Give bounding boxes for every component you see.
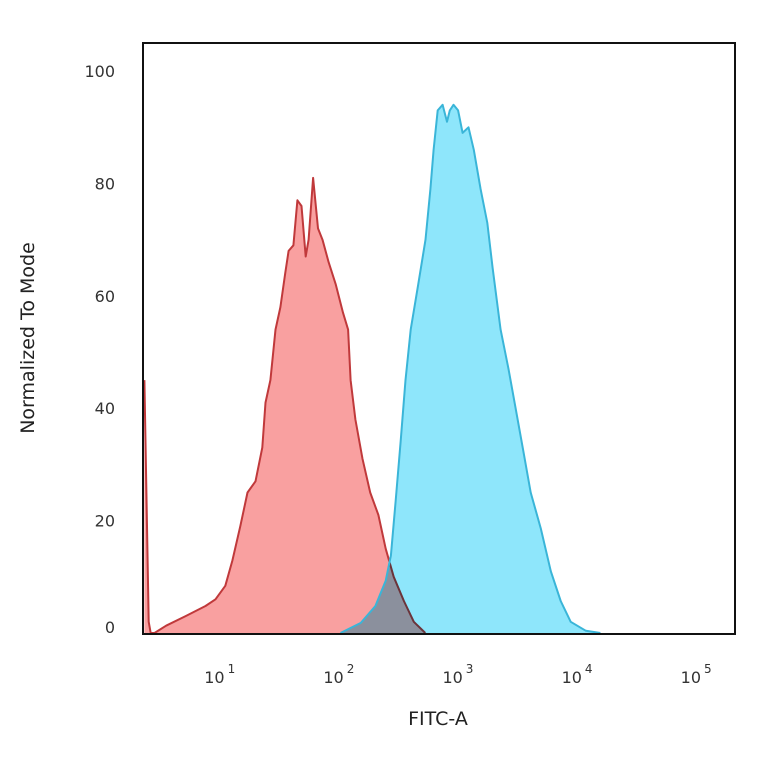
series-1-line: [340, 103, 601, 634]
y-tick-label: 20: [95, 512, 115, 531]
y-tick-label: 60: [95, 287, 115, 306]
y-tick-labels: 0 20 40 60 80 100: [84, 62, 115, 637]
series-0-area: [144, 177, 426, 633]
y-tick-label: 100: [84, 62, 115, 81]
x-tick-exponent: 1: [228, 662, 236, 676]
y-tick-label: 40: [95, 399, 115, 418]
x-tick-label: 10: [323, 668, 343, 687]
x-tick-label: 10: [442, 668, 462, 687]
series-0-line: [143, 176, 426, 634]
x-tick-exponent: 5: [704, 662, 712, 676]
x-axis-label: FITC-A: [408, 708, 468, 730]
x-tick-labels: 10 1 10 2 10 3 10 4 10 5: [204, 662, 711, 687]
y-tick-label: 0: [105, 618, 115, 637]
x-tick-exponent: 4: [585, 662, 593, 676]
x-tick-label: 10: [681, 668, 701, 687]
x-tick-label: 10: [204, 668, 224, 687]
x-tick-exponent: 2: [347, 662, 355, 676]
series-1-area: [340, 104, 601, 634]
x-tick-exponent: 3: [466, 662, 474, 676]
series-layer: [143, 103, 601, 634]
y-axis-label: Normalized To Mode: [17, 242, 39, 434]
y-tick-label: 80: [95, 174, 115, 193]
x-tick-label: 10: [562, 668, 582, 687]
plot-frame: [142, 42, 736, 635]
